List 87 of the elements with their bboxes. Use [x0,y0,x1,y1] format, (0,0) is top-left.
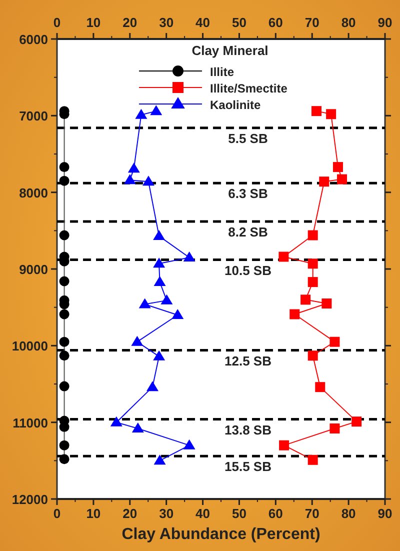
x2-tick-label: 30 [159,15,174,30]
point [278,252,289,262]
x2-tick-label: 80 [341,15,356,30]
y-tick-label: 10000 [12,338,48,354]
point [330,423,340,434]
point [142,176,154,186]
point [132,422,144,432]
point [138,298,151,308]
point [153,350,166,360]
y-tick-label: 7000 [19,108,48,124]
point [315,382,326,392]
point [59,336,70,347]
point [311,106,322,116]
point [59,162,70,172]
point [172,309,184,319]
point [150,105,162,116]
x2-tick-label: 20 [122,15,138,30]
point [153,230,166,240]
legend-title: Clay Mineral [192,43,268,58]
point [352,416,362,427]
ref-line-label: 10.5 SB [224,262,272,278]
point [59,230,70,240]
x-tick-label: 20 [122,506,138,521]
legend-label: Kaolinite [210,98,261,112]
x-tick-label: 40 [196,506,210,521]
ref-line-label: 15.5 SB [224,459,272,474]
x-tick-label: 70 [304,506,320,521]
point [154,454,166,465]
point [160,294,173,304]
point [146,381,158,392]
point [300,294,311,305]
x2-tick-label: 40 [196,15,210,30]
point [153,258,166,268]
x2-tick-label: 10 [86,15,101,30]
point [308,454,318,465]
x-tick-label: 0 [53,506,61,521]
point [59,454,70,464]
point [135,108,148,119]
point [326,109,336,120]
point [59,309,70,320]
point [183,252,196,262]
y-tick-label: 8000 [19,185,48,200]
y-tick-label: 12000 [12,492,48,507]
point [308,350,318,361]
point [124,174,136,184]
point [308,258,318,269]
x2-tick-label: 90 [378,15,392,30]
x-tick-label: 80 [341,506,356,521]
ref-line-label: 6.3 SB [228,186,268,202]
point [322,298,332,308]
point [308,230,318,240]
point [59,276,70,286]
point [59,350,70,361]
y-tick-label: 6000 [19,32,48,47]
point [131,336,144,346]
ref-line-label: 5.5 SB [228,130,268,146]
ref-line-label: 8.2 SB [228,224,268,240]
point [59,440,70,450]
x-tick-label: 50 [232,506,246,521]
point [59,381,70,392]
point [154,276,166,286]
point [110,416,122,426]
x-axis-title: Clay Abundance (Percent) [122,526,320,543]
ref-line-label: 13.8 SB [224,422,272,438]
x-tick-label: 10 [86,506,101,521]
point [319,176,330,187]
y-tick-label: 9000 [19,262,48,277]
x2-tick-label: 60 [268,15,283,30]
point [336,174,347,184]
y-tick-label: 11000 [12,415,48,430]
x2-tick-label: 50 [232,15,246,30]
point [330,336,340,347]
legend-label: Illite [210,65,234,79]
point [59,176,70,186]
point [279,440,290,450]
point [308,277,318,288]
point [128,162,140,173]
x-tick-label: 90 [378,506,392,521]
legend-label: Illite/Smectite [210,82,288,96]
x-tick-label: 60 [268,506,283,521]
point [290,309,300,320]
x-tick-label: 30 [159,506,174,521]
ref-line-label: 12.5 SB [224,353,272,368]
x2-tick-label: 0 [53,15,61,30]
point [332,162,343,172]
x2-tick-label: 70 [304,15,320,30]
point [183,439,196,450]
